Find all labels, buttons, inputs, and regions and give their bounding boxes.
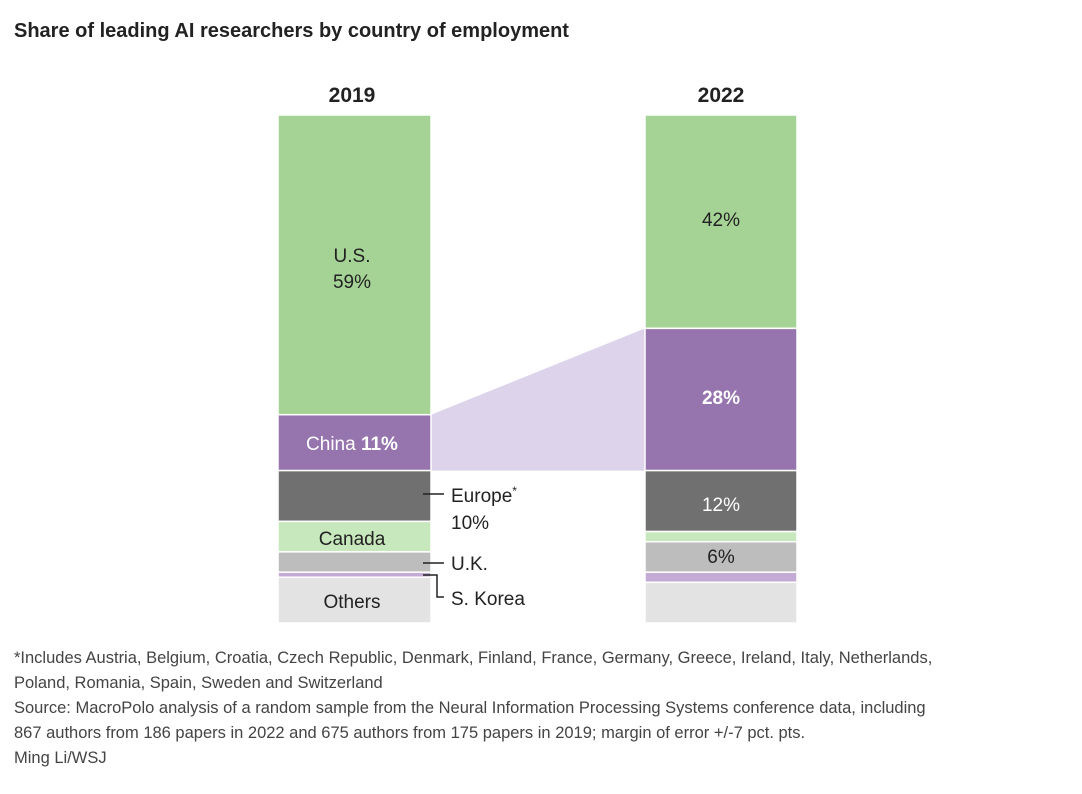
year-label-2022: 2022	[698, 84, 745, 107]
label-europe-name: Europe	[451, 486, 512, 507]
source-line-1: Source: MacroPolo analysis of a random s…	[14, 699, 926, 717]
label-uk-2022-value: 6%	[707, 547, 735, 568]
bar-segment-s-korea-2019	[277, 571, 432, 579]
china-highlight-band	[431, 328, 645, 471]
label-europe-2019-value: 10%	[451, 513, 489, 534]
label-china-2019-name: China	[306, 434, 356, 455]
label-us-2019-name: U.S.	[334, 246, 371, 267]
bars	[277, 114, 798, 624]
label-uk: U.K.	[451, 554, 488, 575]
label-europe: Europe*	[451, 484, 517, 507]
label-us-2019-value: 59%	[333, 272, 371, 293]
bar-segment-s-korea-2022	[644, 571, 798, 584]
credit-line: Ming Li/WSJ	[14, 749, 107, 767]
label-others: Others	[323, 592, 380, 613]
label-china-2019-value: 11%	[361, 434, 398, 455]
bar-segment-canada-2019	[277, 520, 432, 553]
bar-segment-europe-2019	[277, 469, 432, 523]
footnote-line-1: *Includes Austria, Belgium, Croatia, Cze…	[14, 649, 932, 667]
source-line-2: 867 authors from 186 papers in 2022 and …	[14, 724, 805, 742]
bar-segment-china-2022	[644, 327, 798, 472]
leader-line-skorea	[423, 574, 444, 598]
year-label-2019: 2019	[329, 84, 376, 107]
chart-title: Share of leading AI researchers by count…	[14, 20, 569, 42]
bar-segment-u-k-2019	[277, 551, 432, 573]
footnote-line-2: Poland, Romania, Spain, Sweden and Switz…	[14, 674, 383, 692]
bar-segment-europe-2022	[644, 469, 798, 533]
bar-segment-u-s-2019	[277, 114, 432, 416]
label-skorea: S. Korea	[451, 589, 525, 610]
label-canada: Canada	[319, 529, 386, 550]
label-china-2022-value: 28%	[702, 388, 740, 409]
label-europe-2022-value: 12%	[702, 495, 740, 516]
bar-segment-china-2019	[277, 413, 432, 472]
bar-segment-others-2019	[277, 576, 432, 624]
label-europe-mark: *	[512, 484, 517, 498]
bar-segment-others-2022	[644, 581, 798, 624]
label-china-2019: China 11%	[306, 434, 398, 455]
bar-segment-canada-2022	[644, 530, 798, 543]
label-us-2022-value: 42%	[702, 210, 740, 231]
